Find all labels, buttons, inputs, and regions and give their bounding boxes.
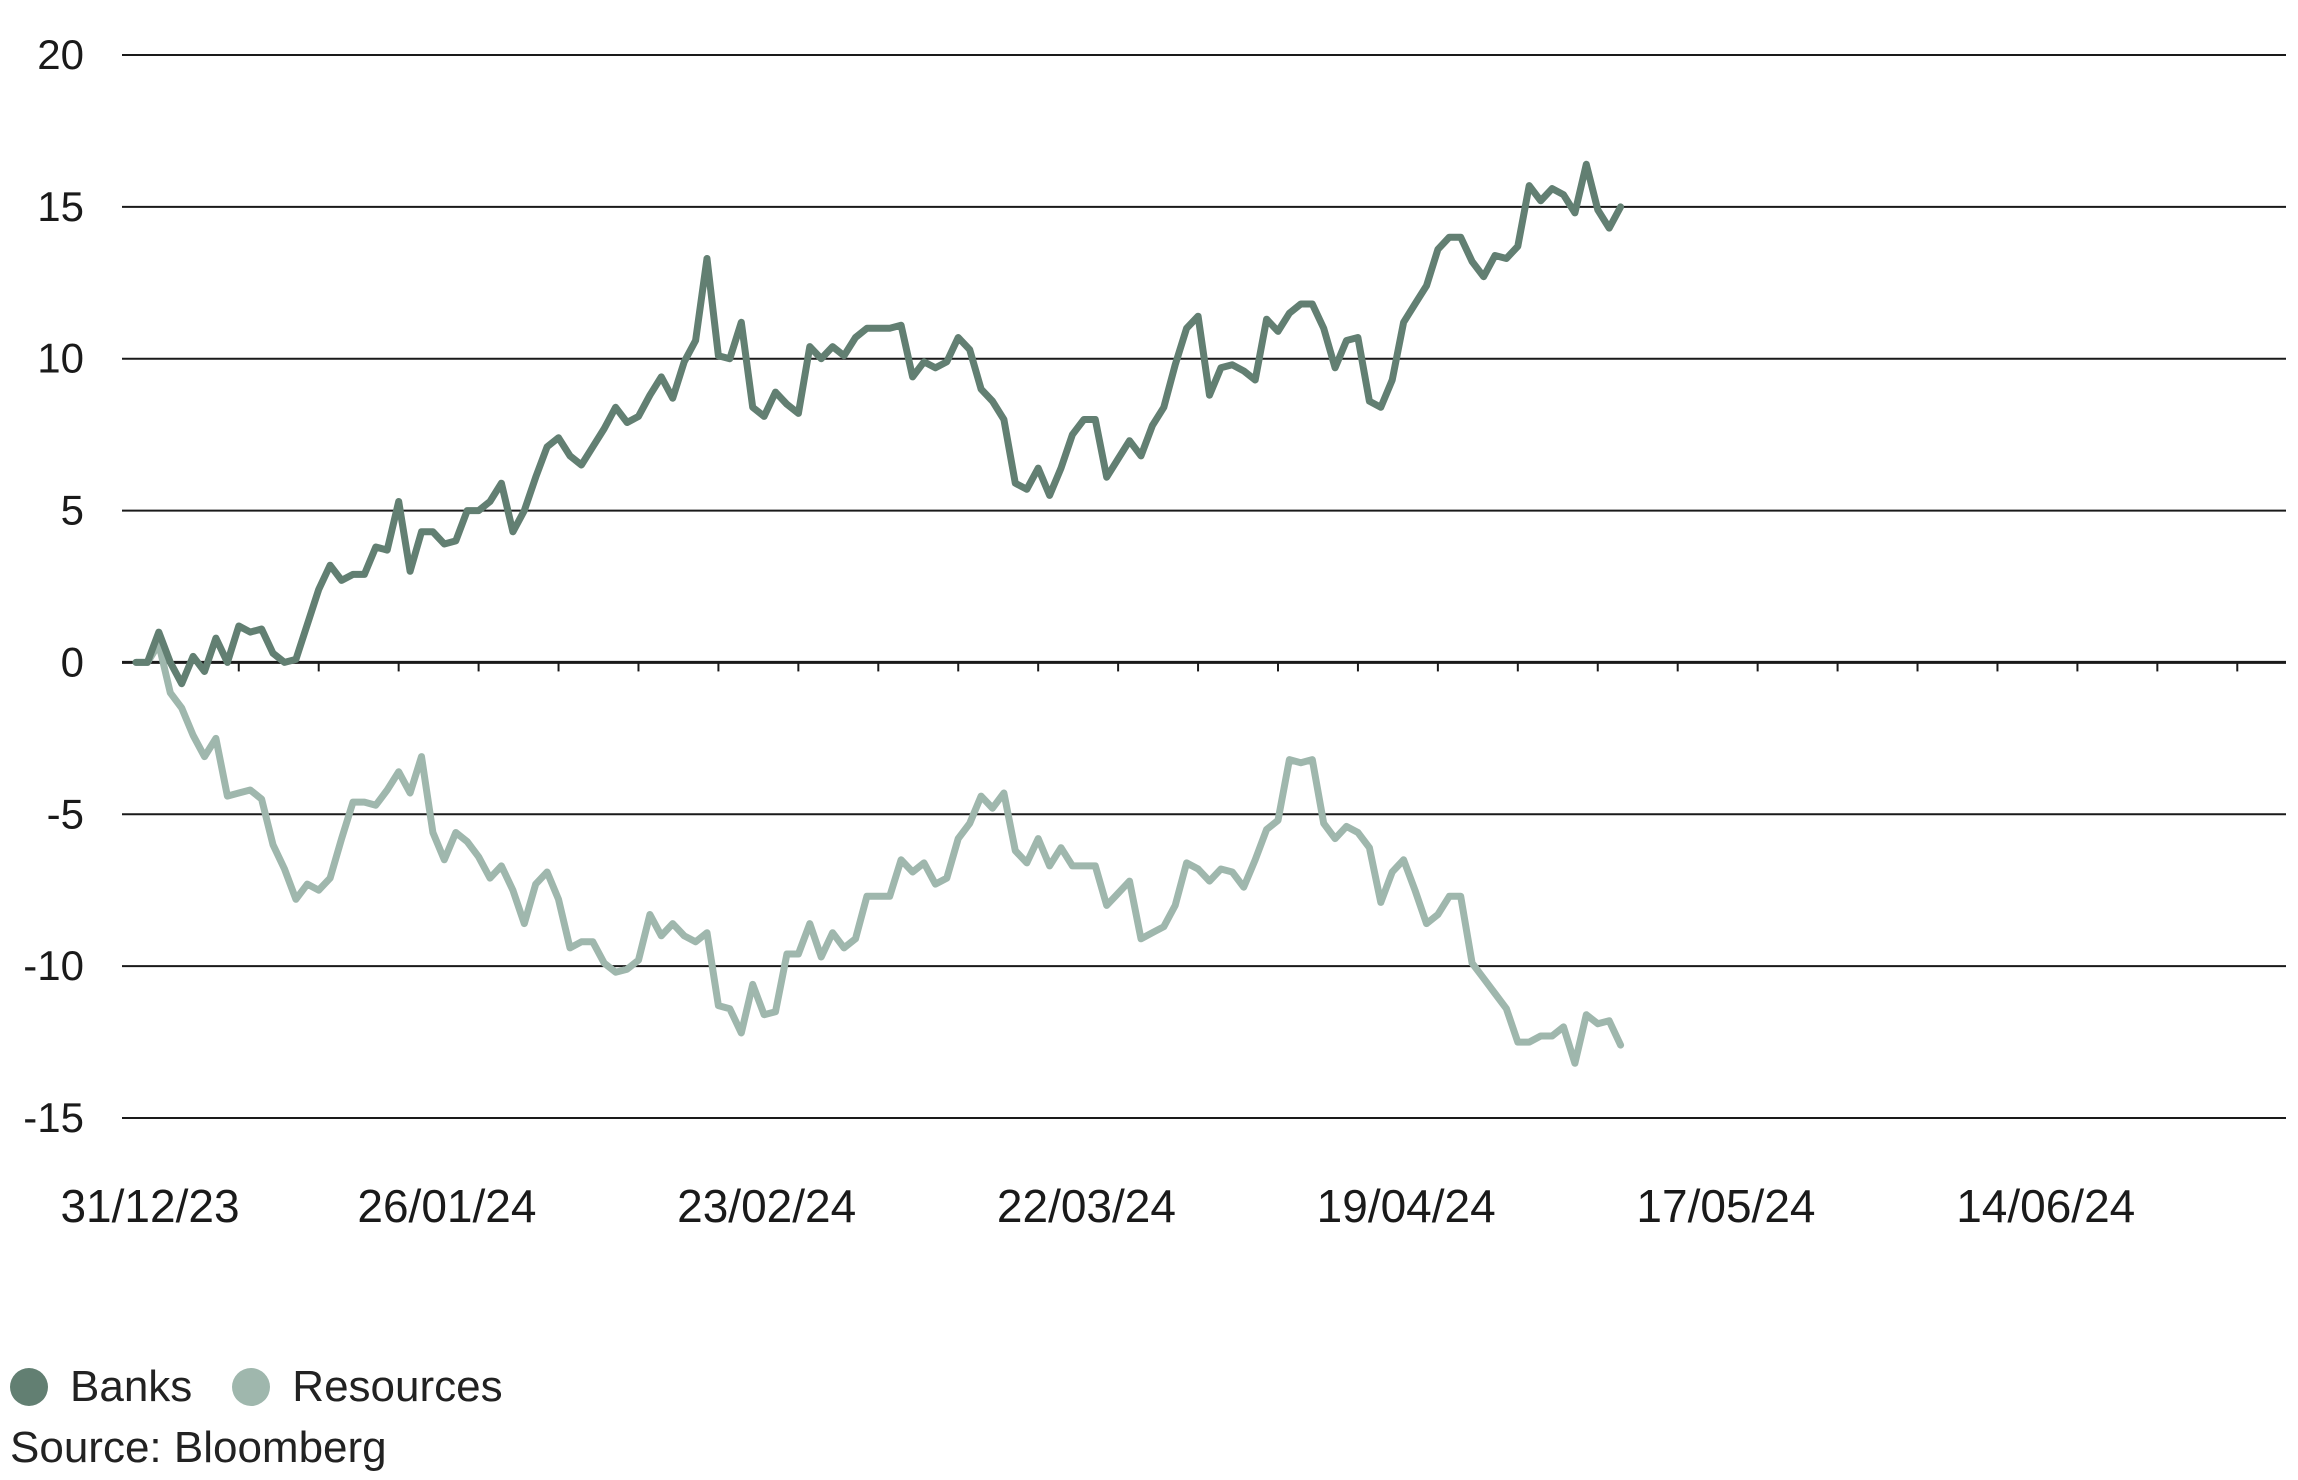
x-tick-label: 17/05/24 <box>1636 1180 1815 1232</box>
y-tick-label: 5 <box>61 487 84 534</box>
x-tick-label: 19/04/24 <box>1317 1180 1496 1232</box>
y-tick-label: -5 <box>47 790 84 837</box>
x-tick-label: 31/12/23 <box>60 1180 239 1232</box>
x-tick-label: 14/06/24 <box>1956 1180 2135 1232</box>
y-tick-label: 20 <box>37 31 84 78</box>
legend-item-resources: Resources <box>232 1362 503 1412</box>
x-axis: 31/12/23 26/01/24 23/02/24 22/03/24 19/04/24… <box>60 662 2239 1232</box>
y-tick-label: 10 <box>37 335 84 382</box>
legend-swatch-banks <box>10 1368 48 1406</box>
x-tick-label: 23/02/24 <box>677 1180 856 1232</box>
series-line-banks <box>132 160 1625 688</box>
series-lines <box>132 160 1625 1067</box>
series-line-resources <box>132 640 1625 1067</box>
legend-item-banks: Banks <box>10 1362 192 1412</box>
legend-swatch-resources <box>232 1368 271 1406</box>
y-tick-label: -15 <box>23 1094 84 1141</box>
legend-label-banks: Banks <box>70 1362 193 1411</box>
legend: Banks Resources <box>10 1362 543 1412</box>
y-tick-label: 15 <box>37 183 84 230</box>
source-note: Source: Bloomberg <box>10 1423 387 1472</box>
line-chart: 20 15 10 5 0 -5 -10 -15 31/12/23 26/01/24 23/02/2… <box>23 31 2286 1232</box>
y-tick-label: -10 <box>23 942 84 989</box>
gridlines <box>122 54 2286 1119</box>
legend-label-resources: Resources <box>292 1362 503 1411</box>
y-tick-label: 0 <box>61 638 84 685</box>
x-tick-label: 26/01/24 <box>357 1180 536 1232</box>
y-axis-ticks: 20 15 10 5 0 -5 -10 -15 <box>23 31 84 1141</box>
x-tick-label: 22/03/24 <box>997 1180 1176 1232</box>
